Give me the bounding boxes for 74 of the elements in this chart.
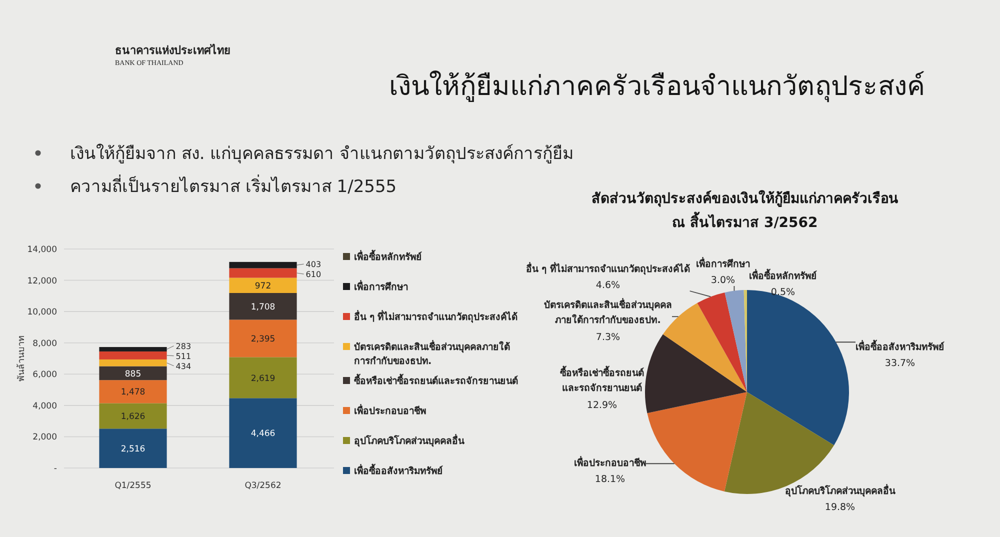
data-label: 972 (254, 281, 272, 292)
data-label: 12.9% (586, 400, 618, 411)
data-label: 2,619 (250, 374, 276, 384)
bar (229, 320, 297, 358)
bar (99, 351, 167, 360)
legend-label: ซื้อหรือเช่าซื้อรถยนต์และรถจักรยานยนต์ (354, 373, 518, 387)
data-label: 4.6% (596, 280, 620, 291)
y-tick-label: - (54, 464, 57, 474)
data-label: 610 (306, 270, 322, 280)
y-tick-label: 2,000 (32, 432, 57, 443)
data-label: 18.1% (594, 474, 626, 485)
bar (229, 292, 297, 320)
data-label: 434 (176, 362, 192, 371)
text: ธนาคารแห่งประเทศไทย (115, 43, 230, 57)
data-label: 885 (124, 369, 142, 380)
data-label: 33.7% (884, 358, 916, 369)
x-tick-label: Q3/2562 (244, 481, 282, 491)
bar (229, 398, 297, 468)
chart-subtitle: ณ สิ้นไตรมาส 3/2562 (672, 211, 818, 231)
legend-label: เพื่อซื้อหลักทรัพย์ (354, 249, 422, 263)
slice-label: ซื้อหรือเช่าซื้อรถยนต์และรถจักรยานยนต์ (560, 365, 644, 394)
bar (229, 357, 297, 398)
data-label: 0.5% (770, 287, 796, 298)
bar (229, 262, 297, 268)
pie-slice (724, 290, 747, 392)
data-label: 7.3% (596, 332, 620, 343)
y-tick-label: 10,000 (27, 308, 57, 318)
data-label: 1,626 (120, 412, 146, 422)
y-tick-label: 4,000 (32, 401, 57, 412)
data-label: 2,395 (250, 334, 276, 345)
legend-label: อื่น ๆ ที่ไม่สามารถจำแนกวัตถุประสงค์ได้ (354, 309, 518, 323)
y-tick-label: 8,000 (32, 338, 57, 349)
y-tick-label: 14,000 (27, 245, 57, 255)
bar (99, 359, 167, 366)
text: ความถี่เป็นรายไตรมาส เริ่มไตรมาส 1/2555 (70, 174, 397, 197)
data-label: 1,478 (120, 388, 146, 398)
bar (99, 366, 167, 380)
text: เงินให้กู้ยืมแก่ภาคครัวเรือนจำแนกวัตถุประสงค์ (389, 70, 925, 103)
data-label: 511 (176, 352, 192, 361)
legend-label: เพื่อการศึกษา (354, 279, 408, 293)
y-axis-title: พันล้านบาท (16, 336, 27, 382)
bar (229, 268, 297, 278)
pie-slice (747, 290, 849, 446)
slice-label: เพื่อการศึกษา (696, 256, 750, 270)
data-label: 3.0% (710, 275, 736, 286)
slice-label: อุปโภคบริโภคส่วนบุคคลอื่น (785, 483, 896, 497)
data-label: 1,708 (250, 302, 276, 312)
pie-slice (645, 334, 747, 414)
legend-label: เพื่อประกอบอาชีพ (354, 403, 426, 417)
slice-label: เพื่อประกอบอาชีพ (574, 455, 646, 469)
bar (99, 380, 167, 404)
slice-label: บัตรเครดิตและสินเชื่อส่วนบุคคลภายใต้การกำกับของธปท. (544, 297, 672, 326)
slice-label: อื่น ๆ ที่ไม่สามารถจำแนกวัตถุประสงค์ได้ (526, 261, 690, 275)
x-tick-label: Q1/2555 (114, 481, 152, 491)
y-tick-label: 6,000 (32, 370, 57, 380)
data-label: 2,516 (120, 444, 146, 454)
slice-label: เพื่อซื้ออสังหาริมทรัพย์ (856, 339, 944, 353)
slice-label: เพื่อซื้อหลักทรัพย์ (749, 268, 817, 282)
data-label: 4,466 (250, 429, 276, 440)
bar (229, 278, 297, 293)
data-label: 283 (176, 342, 192, 351)
bar (99, 428, 167, 468)
legend-label: เพื่อซื้ออสังหาริมทรัพย์ (354, 463, 443, 477)
data-label: 19.8% (824, 502, 856, 513)
chart-title: สัดส่วนวัตถุประสงค์ของเงินให้กู้ยืมแก่ภาคครัวเรือน (592, 189, 898, 207)
bar (99, 403, 167, 429)
bar (99, 347, 167, 352)
pie-slice (697, 292, 747, 392)
legend-label: บัตรเครดิตและสินเชื่อส่วนบุคคลภายใต้การกำกับของธปท. (354, 339, 510, 367)
legend-label: อุปโภคบริโภคส่วนบุคคลอื่น (354, 433, 465, 447)
pie-slice (647, 392, 747, 492)
data-label: 403 (306, 260, 322, 270)
y-tick-label: 12,000 (27, 276, 57, 286)
text: เงินให้กู้ยืมจาก สง. แก่บุคคลธรรมดา จำแนกตามวัตถุประสงค์การกู้ยืม (70, 143, 574, 164)
